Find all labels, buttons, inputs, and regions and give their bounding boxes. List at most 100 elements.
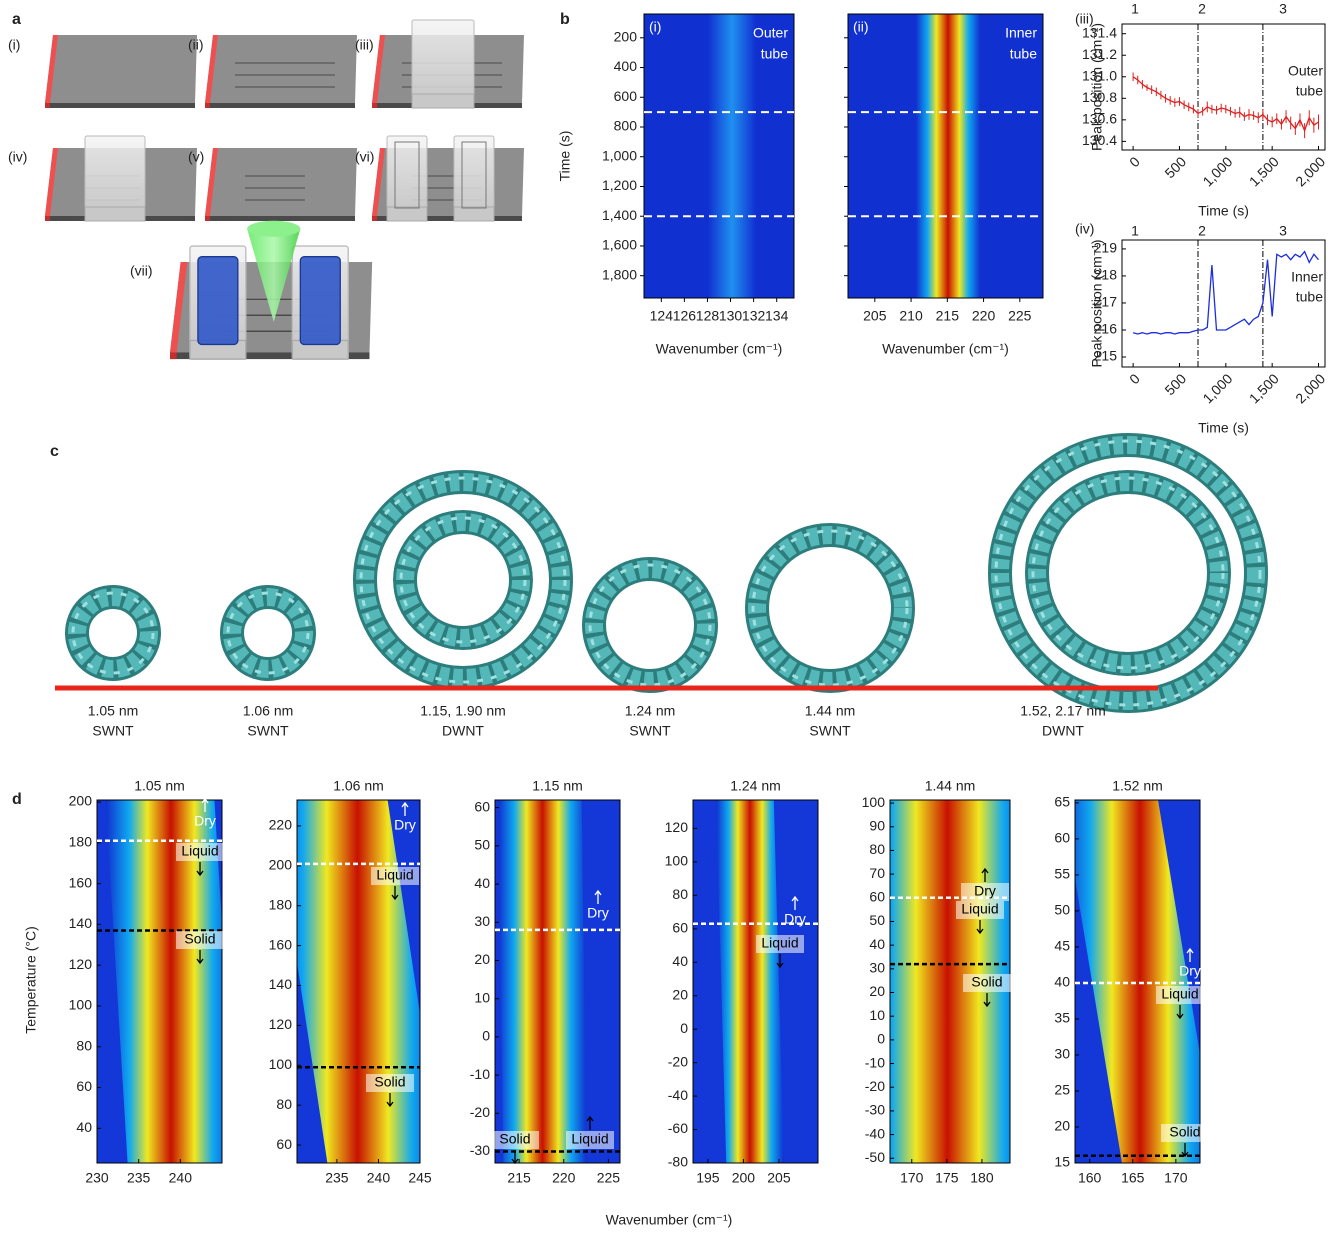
y-tick-label: 100 [862,794,886,810]
x-tick-label: 132 [742,308,766,324]
phase-annotation: Solid [184,931,215,947]
step-label: (iv) [8,149,27,165]
map-label: (ii) [853,19,869,35]
step-label: (iii) [355,37,374,53]
x-tick-label: 215 [507,1170,531,1186]
map-annotation: Inner [1005,25,1037,41]
x-tick-label: 200 [732,1170,756,1186]
step-label: (ii) [188,37,204,53]
nanotube-beads [1037,482,1219,664]
pdms-front [412,94,474,108]
pdms-front [454,207,494,221]
page: {"panel_labels":["a","b","c","d"], "pane… [0,0,1338,1231]
phase-label: 1 [1131,223,1139,239]
substrate [45,35,197,108]
x-tick-label: 240 [169,1170,193,1186]
x-tick-label: 134 [765,308,789,324]
y-tick-label: 160 [269,936,293,952]
tube-diameter: 1.44 nm [805,703,856,719]
tube-diameter: 1.06 nm [243,703,294,719]
y-tick-label: -20 [865,1078,885,1094]
tube-diameter: 1.15, 1.90 nm [420,703,506,719]
x-tick-label: 124 [650,308,674,324]
phase-annotation: Solid [971,974,1002,990]
map-title: 1.05 nm [134,778,185,794]
x-tick-label: 1,000 [1199,370,1235,406]
reservoir [198,257,238,345]
y-tick-label: 65 [1054,794,1070,810]
x-tick-label: 235 [325,1170,349,1186]
y-tick-label: 10 [869,1007,885,1023]
heatmap [693,800,818,1163]
y-tick-label: 30 [869,960,885,976]
x-tick-label: 195 [696,1170,720,1186]
heatmap-band [916,14,980,298]
frame [1122,240,1325,367]
x-tick-label: 205 [863,308,887,324]
panel-label: a [12,11,21,28]
y-tick-label: 140 [269,976,293,992]
y-tick-label: 100 [665,853,689,869]
phase-annotation: Dry [587,905,609,921]
y-tick-label: -10 [470,1066,490,1082]
x-tick-label: 500 [1161,153,1189,181]
tube-kind: SWNT [809,723,851,739]
y-tick-label: 140 [69,915,93,931]
map-label: (i) [649,19,661,35]
y-tick-label: 160 [69,874,93,890]
y-tick-label: 400 [614,58,638,74]
panel-label: b [560,11,570,28]
y-tick-label: 1,000 [602,147,637,163]
y-tick-label: 35 [1054,1010,1070,1026]
phase-annotation: Dry [974,883,996,899]
substrate-edge-front [205,103,210,108]
x-tick-label: 0 [1126,153,1143,170]
map-title: 1.44 nm [925,778,976,794]
x-tick-label: 1,500 [1246,153,1282,189]
heatmap [272,800,442,1163]
pdms-front [387,207,427,221]
plot-annotation: tube [1296,289,1323,305]
x-tick-label: 170 [1164,1170,1188,1186]
heatmap-band [716,800,784,1163]
y-tick-label: 200 [69,793,93,809]
substrate [372,136,524,221]
y-tick-label: 1,600 [602,237,637,253]
panel-label: c [50,443,59,460]
tube-diameter: 1.52, 2.17 nm [1020,703,1106,719]
phase-annotation: Liquid [1161,986,1198,1002]
y-tick-label: -10 [865,1054,885,1070]
phase-annotation: Dry [394,817,416,833]
x-tick-label: 160 [1078,1170,1102,1186]
y-tick-label: 60 [76,1078,92,1094]
x-tick-label: 1,000 [1199,153,1235,189]
substrate-top [45,35,197,103]
reservoir [300,257,340,345]
x-tick-label: 126 [673,308,697,324]
x-tick-label: 245 [408,1170,432,1186]
y-tick-label: 30 [474,913,490,929]
map-annotation: Outer [753,25,788,41]
x-tick-label: 210 [899,308,923,324]
y-tick-label: 60 [474,798,490,814]
x-tick-label: 128 [696,308,720,324]
step-label: (v) [188,149,204,165]
plot-annotation: tube [1296,83,1323,99]
nanotube-beads [757,535,903,681]
map-title: 1.06 nm [333,778,384,794]
x-tick-label: 220 [972,308,996,324]
phase-annotation: Solid [1169,1124,1200,1140]
y-tick-label: 800 [614,118,638,134]
x-tick-label: 1,500 [1246,370,1282,406]
x-tick-label: 235 [127,1170,151,1186]
data-line [1133,252,1318,334]
panel-label: d [12,791,22,808]
y-tick-label: 50 [869,912,885,928]
y-tick-label: 40 [474,875,490,891]
y-tick-label: 1,800 [602,266,637,282]
phase-label: 2 [1198,1,1206,17]
x-tick-label: 170 [900,1170,924,1186]
y-tick-label: 40 [76,1119,92,1135]
heatmap [495,800,620,1163]
y-tick-label: 120 [69,956,93,972]
